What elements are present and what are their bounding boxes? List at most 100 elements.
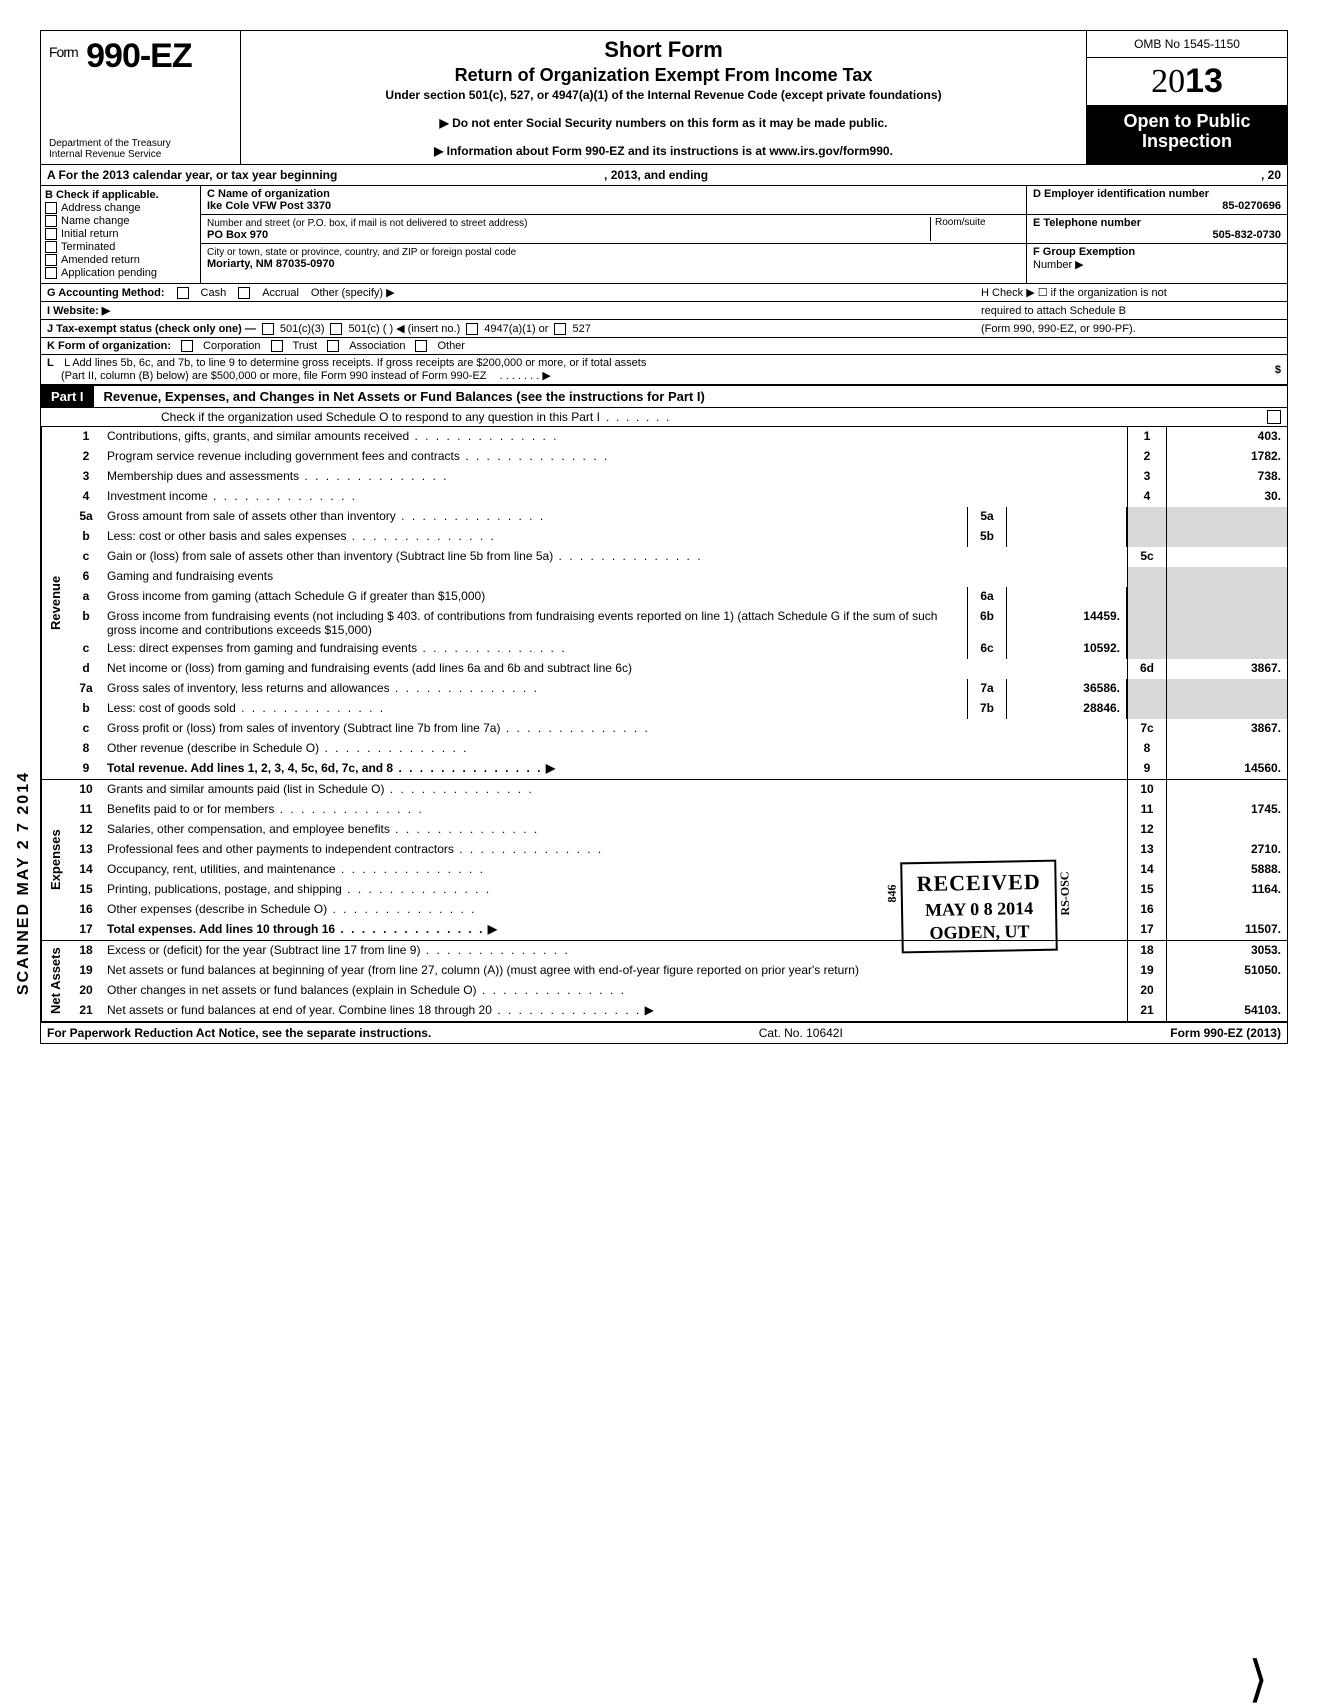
line-ref: 6d bbox=[1127, 659, 1167, 679]
line-12: 12 Salaries, other compensation, and emp… bbox=[69, 820, 1287, 840]
form-number-text: 990-EZ bbox=[86, 37, 192, 75]
line-desc: Net income or (loss) from gaming and fun… bbox=[103, 659, 1127, 679]
checkbox-icon[interactable] bbox=[177, 287, 189, 299]
line-no: 16 bbox=[69, 900, 103, 920]
checkbox-icon[interactable] bbox=[271, 340, 283, 352]
checkbox-icon[interactable] bbox=[181, 340, 193, 352]
desc-text: Less: cost or other basis and sales expe… bbox=[107, 529, 346, 543]
line-no: 2 bbox=[69, 447, 103, 467]
checkbox-icon[interactable] bbox=[45, 267, 57, 279]
row-a-mid: , 2013, and ending bbox=[604, 168, 708, 182]
line-desc: Gross profit or (loss) from sales of inv… bbox=[103, 719, 1127, 739]
checkbox-icon[interactable] bbox=[238, 287, 250, 299]
line-no: d bbox=[69, 659, 103, 679]
line-no: 15 bbox=[69, 880, 103, 900]
part-i-title: Revenue, Expenses, and Changes in Net As… bbox=[104, 386, 1287, 407]
checkbox-icon[interactable] bbox=[415, 340, 427, 352]
line-5b: b Less: cost or other basis and sales ex… bbox=[69, 527, 1287, 547]
l-line1: L Add lines 5b, 6c, and 7b, to line 9 to… bbox=[64, 357, 646, 369]
footer: For Paperwork Reduction Act Notice, see … bbox=[41, 1023, 1287, 1043]
stamp-l2: MAY 0 8 2014 bbox=[917, 897, 1042, 923]
line-5c: c Gain or (loss) from sale of assets oth… bbox=[69, 547, 1287, 567]
mid-val bbox=[1007, 527, 1127, 547]
line-val bbox=[1167, 547, 1287, 567]
line-ref: 1 bbox=[1127, 427, 1167, 447]
desc-text: Gross profit or (loss) from sales of inv… bbox=[107, 721, 500, 735]
box-d: D Employer identification number 85-0270… bbox=[1027, 186, 1287, 215]
line-ref: 7c bbox=[1127, 719, 1167, 739]
checkbox-icon[interactable] bbox=[554, 323, 566, 335]
checkbox-icon[interactable] bbox=[45, 254, 57, 266]
checkbox-icon[interactable] bbox=[1267, 410, 1281, 424]
desc-text: Total revenue. Add lines 1, 2, 3, 4, 5c,… bbox=[107, 761, 393, 775]
row-k: K Form of organization: Corporation Trus… bbox=[41, 338, 1287, 355]
line-18: 18 Excess or (deficit) for the year (Sub… bbox=[69, 941, 1287, 961]
checkbox-icon[interactable] bbox=[45, 202, 57, 214]
line-val: 2710. bbox=[1167, 840, 1287, 860]
g-accrual: Accrual bbox=[262, 287, 299, 299]
line-desc: Investment income bbox=[103, 487, 1127, 507]
checkbox-icon[interactable] bbox=[466, 323, 478, 335]
c-name: C Name of organization Ike Cole VFW Post… bbox=[201, 186, 1026, 215]
desc-text: Printing, publications, postage, and shi… bbox=[107, 882, 342, 896]
header-right: OMB No 1545-1150 2013 Open to Public Ins… bbox=[1087, 31, 1287, 164]
checkbox-icon[interactable] bbox=[262, 323, 274, 335]
mid-val bbox=[1007, 507, 1127, 527]
line-val: 738. bbox=[1167, 467, 1287, 487]
mid-val: 10592. bbox=[1007, 639, 1127, 659]
line-17: 17 Total expenses. Add lines 10 through … bbox=[69, 920, 1287, 940]
line-desc: Net assets or fund balances at beginning… bbox=[103, 961, 1127, 981]
desc-text: Excess or (deficit) for the year (Subtra… bbox=[107, 943, 420, 957]
arrow-icon: ▶ bbox=[645, 1003, 654, 1017]
chk-initial[interactable]: Initial return bbox=[45, 228, 196, 240]
checkbox-icon[interactable] bbox=[45, 241, 57, 253]
c-street: Number and street (or P.O. box, if mail … bbox=[201, 215, 1026, 244]
line-ref: 3 bbox=[1127, 467, 1167, 487]
line-13: 13 Professional fees and other payments … bbox=[69, 840, 1287, 860]
line-no: 5a bbox=[69, 507, 103, 527]
arrow-icon: ▶ bbox=[546, 761, 555, 775]
k-assoc: Association bbox=[349, 340, 405, 352]
line-no: b bbox=[69, 527, 103, 547]
chk-pending[interactable]: Application pending bbox=[45, 267, 196, 279]
chk-amended[interactable]: Amended return bbox=[45, 254, 196, 266]
line-desc: Program service revenue including govern… bbox=[103, 447, 1127, 467]
h-line3: (Form 990, 990-EZ, or 990-PF). bbox=[981, 323, 1281, 335]
l-amt: $ bbox=[1201, 364, 1281, 376]
stamp-l1: RECEIVED bbox=[916, 868, 1041, 899]
line-6d: d Net income or (loss) from gaming and f… bbox=[69, 659, 1287, 679]
line-no: c bbox=[69, 639, 103, 659]
row-a-right: , 20 bbox=[1261, 168, 1281, 182]
col-c: C Name of organization Ike Cole VFW Post… bbox=[201, 186, 1027, 283]
arrow-icon: ▶ bbox=[488, 922, 497, 936]
line-val: 51050. bbox=[1167, 961, 1287, 981]
part-i-sub: Check if the organization used Schedule … bbox=[41, 408, 1287, 427]
part-i-sub-text: Check if the organization used Schedule … bbox=[161, 410, 600, 424]
line-desc: Membership dues and assessments bbox=[103, 467, 1127, 487]
row-a-left: A For the 2013 calendar year, or tax yea… bbox=[47, 168, 1261, 182]
line-val: 11507. bbox=[1167, 920, 1287, 940]
checkbox-icon[interactable] bbox=[45, 215, 57, 227]
chk-address[interactable]: Address change bbox=[45, 202, 196, 214]
line-val: 1164. bbox=[1167, 880, 1287, 900]
line-val bbox=[1167, 900, 1287, 920]
line-14: 14 Occupancy, rent, utilities, and maint… bbox=[69, 860, 1287, 880]
line-val bbox=[1167, 739, 1287, 759]
omb-number: OMB No 1545-1150 bbox=[1087, 31, 1287, 58]
checkbox-icon[interactable] bbox=[330, 323, 342, 335]
form-number: Form 990-EZ bbox=[49, 37, 232, 76]
chk-label: Initial return bbox=[61, 228, 118, 240]
chk-terminated[interactable]: Terminated bbox=[45, 241, 196, 253]
chk-name[interactable]: Name change bbox=[45, 215, 196, 227]
shade bbox=[1127, 587, 1167, 607]
open-line1: Open to Public bbox=[1091, 112, 1283, 132]
bcdef-block: B Check if applicable. Address change Na… bbox=[41, 186, 1287, 284]
checkbox-icon[interactable] bbox=[327, 340, 339, 352]
checkbox-icon[interactable] bbox=[45, 228, 57, 240]
mid-ref: 6a bbox=[967, 587, 1007, 607]
j-label: J Tax-exempt status (check only one) — bbox=[47, 323, 256, 335]
line-val bbox=[1167, 981, 1287, 1001]
form-prefix: Form bbox=[49, 44, 78, 60]
k-other: Other bbox=[437, 340, 465, 352]
desc-text: Investment income bbox=[107, 489, 208, 503]
